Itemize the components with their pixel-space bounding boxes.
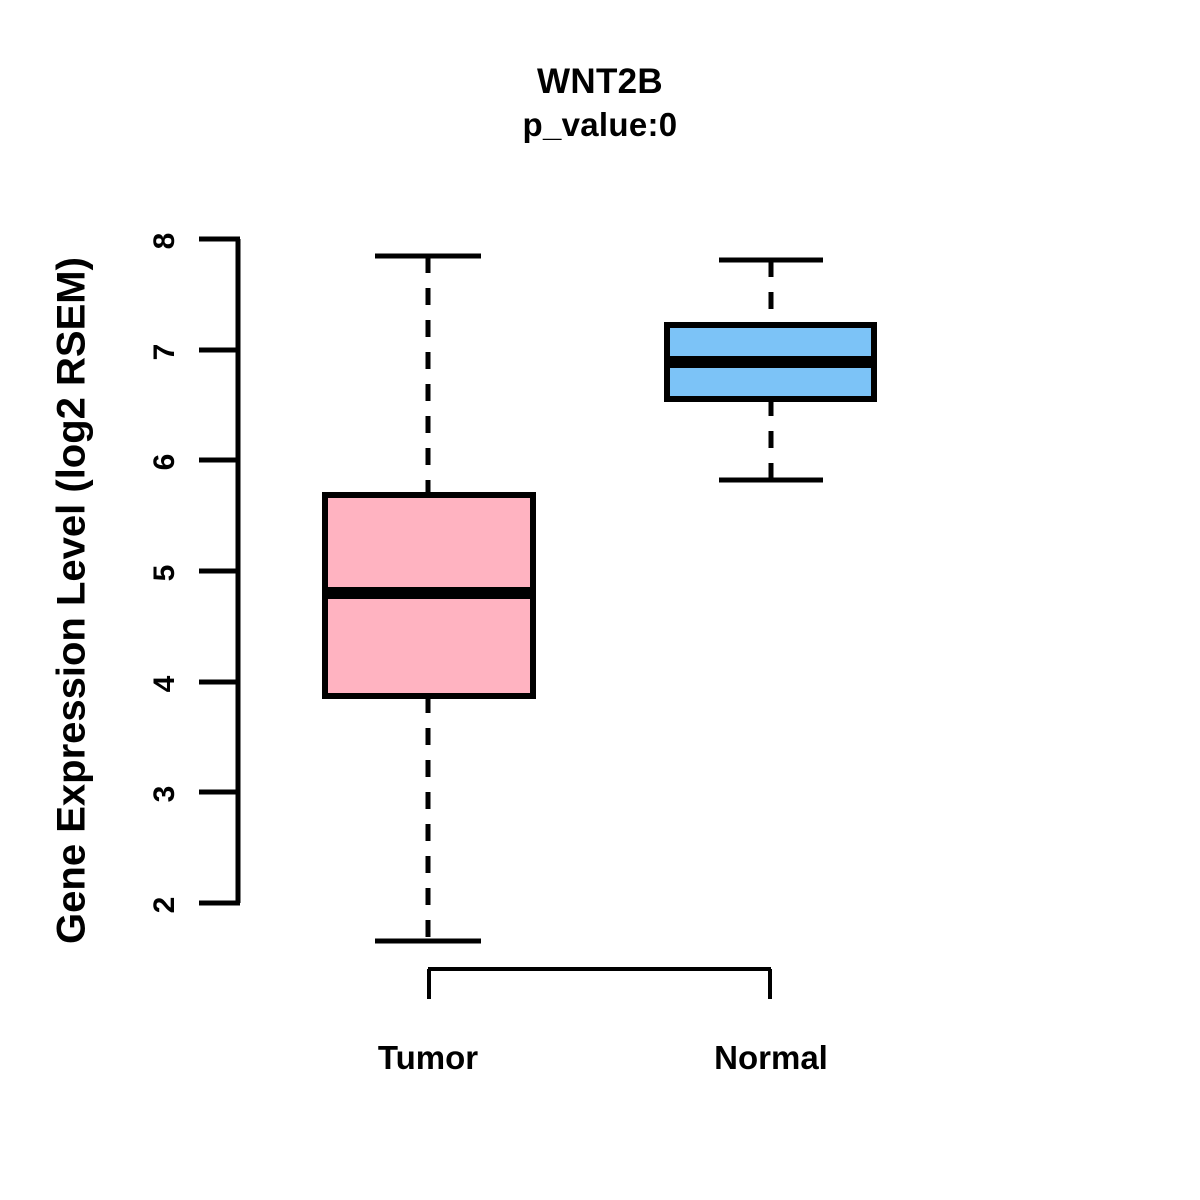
- box-normal: [664, 257, 877, 483]
- comparison-bracket: [427, 967, 772, 999]
- y-axis: [199, 236, 241, 906]
- x-tick-label-normal: Normal: [714, 1039, 828, 1076]
- x-tick-label-tumor: Tumor: [377, 1039, 479, 1076]
- box-tumor: [322, 253, 536, 944]
